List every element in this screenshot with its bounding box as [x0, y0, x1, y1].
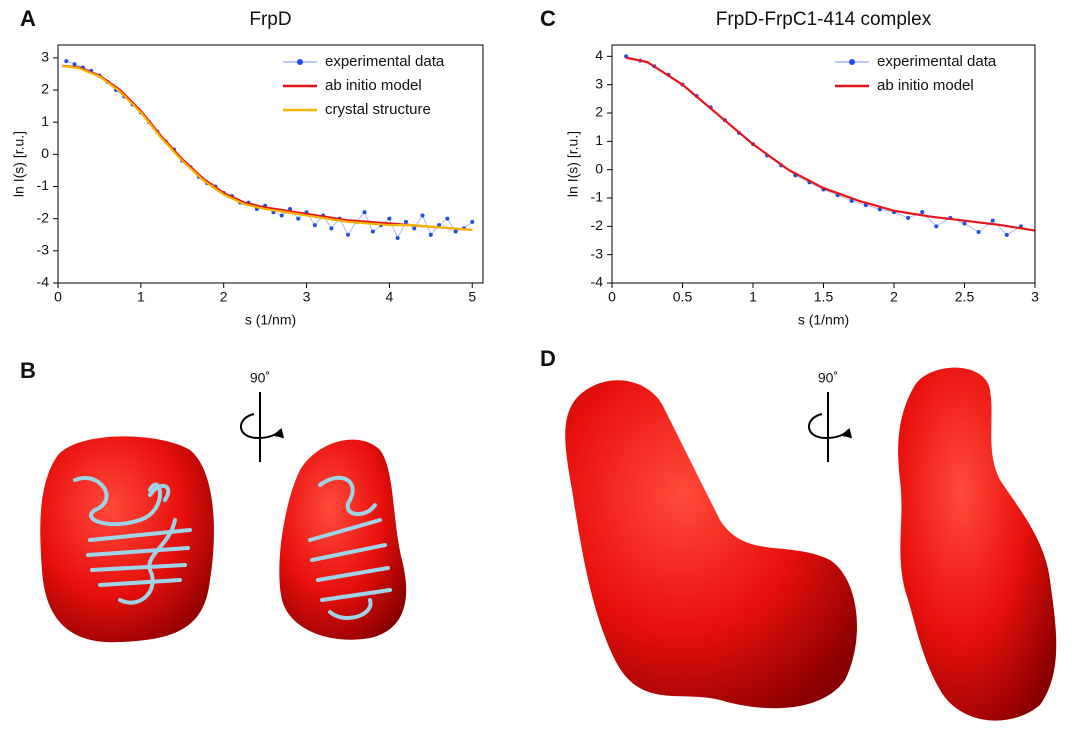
- data-point: [412, 226, 416, 230]
- y-tick-label: -2: [591, 217, 604, 233]
- figure: A B C D 90˚ 90˚ FrpD s (1/nm) ln I(s) [r.u…: [0, 0, 1072, 737]
- x-tick-label: 0: [54, 289, 62, 305]
- x-tick-label: 1: [137, 289, 145, 305]
- y-tick-label: 4: [595, 47, 603, 63]
- y-tick-label: -1: [37, 177, 50, 193]
- data-point: [429, 233, 433, 237]
- y-tick-label: 3: [595, 75, 603, 91]
- data-point: [280, 213, 284, 217]
- legend-label: experimental data: [877, 53, 997, 70]
- y-axis-label: ln I(s) [r.u.]: [565, 131, 581, 197]
- data-point: [329, 226, 333, 230]
- y-tick-label: 0: [41, 145, 49, 161]
- y-tick-label: -3: [37, 242, 50, 258]
- y-axis-label: ln I(s) [r.u.]: [11, 131, 27, 197]
- chart-title: FrpD: [249, 9, 291, 30]
- data-point: [991, 219, 995, 223]
- y-tick-label: -4: [37, 274, 50, 290]
- x-tick-label: 2: [890, 289, 898, 305]
- data-point: [296, 217, 300, 221]
- data-point: [346, 233, 350, 237]
- data-point: [387, 217, 391, 221]
- data-point: [421, 213, 425, 217]
- y-tick-label: 2: [595, 104, 603, 120]
- x-tick-label: 2: [220, 289, 228, 305]
- legend-label: experimental data: [325, 53, 445, 70]
- y-tick-label: 1: [41, 113, 49, 129]
- x-tick-label: 0.5: [673, 289, 693, 305]
- data-point: [977, 230, 981, 234]
- legend-marker: [849, 59, 855, 65]
- rotation-label: 90˚: [818, 370, 838, 386]
- data-point: [64, 59, 68, 63]
- x-tick-label: 3: [303, 289, 311, 305]
- data-point: [1005, 233, 1009, 237]
- x-tick-label: 0: [608, 289, 616, 305]
- y-tick-label: -1: [591, 189, 604, 205]
- x-axis-label: s (1/nm): [245, 312, 296, 328]
- panel-label: D: [540, 346, 556, 371]
- rotation-icon: [241, 392, 283, 462]
- data-point: [906, 216, 910, 220]
- data-point: [445, 217, 449, 221]
- y-tick-label: 1: [595, 132, 603, 148]
- chart-title: FrpD-FrpC1-414 complex: [716, 9, 932, 30]
- legend-label: crystal structure: [325, 101, 431, 118]
- rotation-label: 90˚: [250, 370, 270, 386]
- data-point: [920, 210, 924, 214]
- rotation-icon: [809, 392, 851, 462]
- panel-label: C: [540, 6, 556, 31]
- data-point: [363, 210, 367, 214]
- data-point: [313, 223, 317, 227]
- y-tick-label: -3: [591, 245, 604, 261]
- data-point: [396, 236, 400, 240]
- data-point: [470, 220, 474, 224]
- x-tick-label: 1: [749, 289, 757, 305]
- y-tick-label: 2: [41, 81, 49, 97]
- y-tick-label: -2: [37, 209, 50, 225]
- data-point: [404, 220, 408, 224]
- data-point: [454, 230, 458, 234]
- y-tick-label: 0: [595, 160, 603, 176]
- x-tick-label: 5: [468, 289, 476, 305]
- legend-label: ab initio model: [877, 77, 974, 94]
- data-point: [963, 222, 967, 226]
- x-tick-label: 2.5: [955, 289, 975, 305]
- y-tick-label: 3: [41, 49, 49, 65]
- panel-label: A: [20, 6, 36, 31]
- legend-marker: [297, 59, 303, 65]
- x-tick-label: 1.5: [814, 289, 834, 305]
- x-tick-label: 4: [385, 289, 393, 305]
- data-point: [934, 224, 938, 228]
- y-tick-label: -4: [591, 274, 604, 290]
- panel-label: B: [20, 358, 36, 383]
- legend-label: ab initio model: [325, 77, 422, 94]
- data-point: [73, 62, 77, 66]
- x-axis-label: s (1/nm): [798, 312, 849, 328]
- x-tick-label: 3: [1031, 289, 1039, 305]
- data-point: [371, 230, 375, 234]
